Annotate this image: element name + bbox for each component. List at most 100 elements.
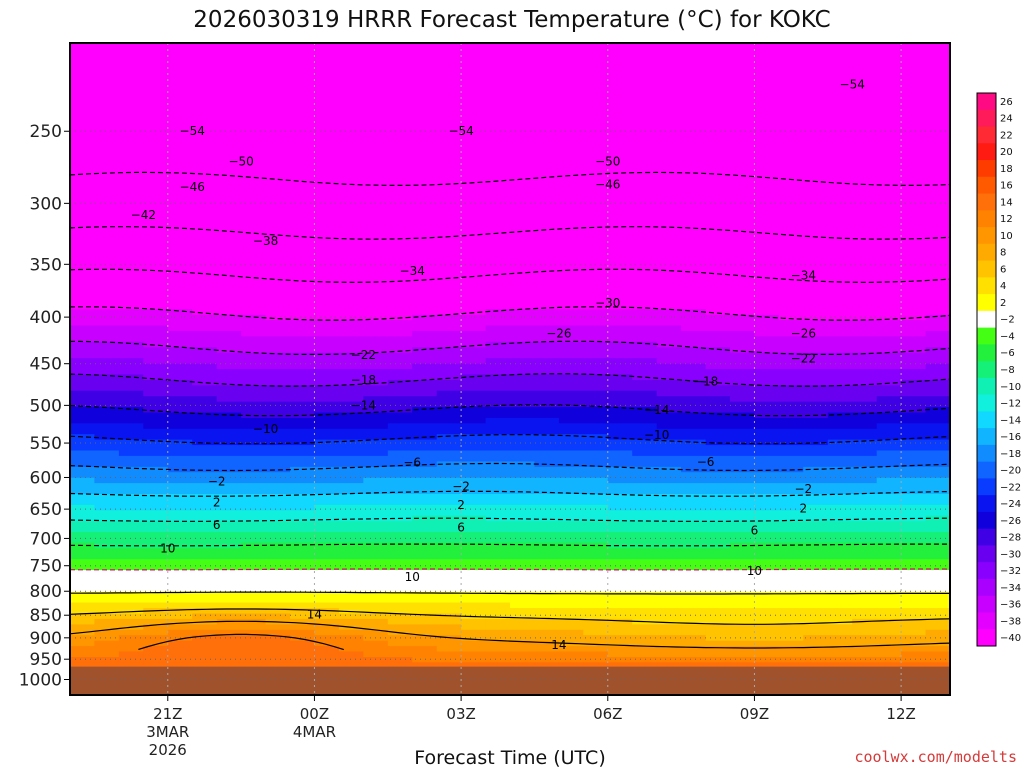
temperature-cell [754, 298, 780, 305]
temperature-cell [387, 526, 413, 533]
temperature-cell [485, 254, 511, 261]
temperature-cell [583, 292, 609, 299]
temperature-cell [94, 526, 120, 533]
temperature-cell [290, 618, 315, 625]
temperature-cell [461, 200, 487, 207]
temperature-cell [730, 401, 755, 408]
temperature-cell [70, 401, 95, 408]
temperature-cell [387, 407, 413, 413]
temperature-cell [143, 64, 169, 71]
temperature-cell [827, 488, 853, 495]
temperature-cell [118, 597, 144, 604]
temperature-cell [607, 135, 633, 142]
temperature-cell [656, 331, 682, 337]
temperature-cell [94, 401, 120, 408]
temperature-cell [461, 657, 487, 663]
temperature-cell [583, 140, 609, 147]
temperature-cell [461, 211, 487, 218]
temperature-cell [94, 624, 120, 631]
temperature-cell [412, 439, 438, 446]
temperature-cell [192, 494, 218, 500]
temperature-cell [534, 43, 560, 49]
temperature-cell [338, 439, 364, 446]
temperature-cell [852, 102, 878, 109]
temperature-cell [852, 401, 878, 408]
temperature-cell [70, 227, 95, 234]
temperature-cell [901, 292, 927, 299]
temperature-cell [558, 358, 584, 365]
temperature-cell [876, 385, 902, 392]
temperature-cell [485, 635, 511, 642]
temperature-cell [901, 651, 927, 658]
temperature-cell [803, 504, 829, 511]
temperature-cell [70, 211, 95, 218]
temperature-cell [583, 124, 609, 131]
temperature-cell [901, 81, 927, 87]
temperature-cell [876, 298, 902, 305]
temperature-cell [925, 613, 950, 620]
temperature-cell [290, 580, 315, 587]
temperature-cell [412, 455, 438, 462]
colorbar-swatch [977, 629, 996, 647]
temperature-cell [730, 119, 755, 126]
temperature-cell [607, 597, 633, 604]
temperature-cell [485, 423, 511, 430]
temperature-cell [607, 265, 633, 272]
temperature-cell [265, 439, 291, 446]
temperature-cell [167, 483, 193, 490]
temperature-cell [656, 271, 682, 278]
temperature-cell [681, 124, 707, 131]
temperature-cell [901, 276, 927, 283]
temperature-cell [558, 303, 584, 310]
temperature-cell [558, 325, 584, 332]
temperature-cell [290, 168, 315, 174]
temperature-cell [901, 542, 927, 549]
temperature-cell [583, 521, 609, 528]
temperature-cell [192, 396, 218, 403]
temperature-cell [632, 320, 658, 327]
temperature-cell [901, 396, 927, 403]
temperature-cell [607, 651, 633, 658]
temperature-cell [314, 43, 340, 49]
temperature-cell [118, 401, 144, 408]
temperature-cell [167, 602, 193, 609]
temperature-cell [778, 613, 804, 620]
temperature-cell [632, 140, 658, 147]
temperature-cell [583, 260, 609, 267]
credit-link[interactable]: coolwx.com/modelts [854, 748, 1017, 766]
temperature-cell [338, 640, 364, 647]
temperature-cell [901, 119, 927, 126]
temperature-cell [436, 102, 462, 109]
temperature-cell [730, 450, 755, 457]
temperature-cell [363, 553, 389, 560]
temperature-cell [192, 211, 218, 218]
temperature-cell [803, 445, 829, 452]
temperature-cell [167, 75, 193, 82]
temperature-cell [436, 70, 462, 77]
temperature-cell [265, 499, 291, 506]
temperature-cell [216, 64, 242, 71]
temperature-cell [412, 48, 438, 55]
temperature-cell [656, 189, 682, 196]
temperature-cell [192, 216, 218, 223]
temperature-cell [510, 102, 535, 109]
temperature-cell [363, 233, 389, 240]
temperature-cell [730, 483, 755, 490]
temperature-cell [876, 657, 902, 663]
temperature-cell [632, 385, 658, 392]
temperature-cell [241, 542, 267, 549]
temperature-cell [583, 75, 609, 82]
temperature-cell [558, 510, 584, 517]
temperature-cell [778, 629, 804, 636]
temperature-cell [436, 64, 462, 71]
temperature-cell [290, 390, 315, 397]
temperature-cell [436, 553, 462, 560]
temperature-cell [118, 336, 144, 343]
temperature-cell [656, 244, 682, 250]
temperature-cell [876, 504, 902, 511]
temperature-cell [241, 602, 267, 609]
temperature-cell [461, 407, 487, 413]
temperature-cell [70, 597, 95, 604]
temperature-cell [705, 385, 731, 392]
temperature-cell [485, 86, 511, 93]
